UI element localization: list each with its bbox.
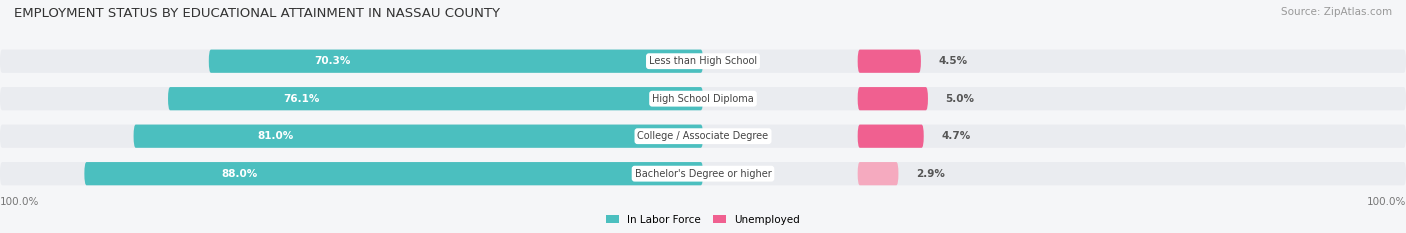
Text: 70.3%: 70.3% bbox=[314, 56, 350, 66]
Text: 81.0%: 81.0% bbox=[257, 131, 294, 141]
Text: EMPLOYMENT STATUS BY EDUCATIONAL ATTAINMENT IN NASSAU COUNTY: EMPLOYMENT STATUS BY EDUCATIONAL ATTAINM… bbox=[14, 7, 501, 20]
FancyBboxPatch shape bbox=[0, 87, 1406, 110]
Legend: In Labor Force, Unemployed: In Labor Force, Unemployed bbox=[602, 210, 804, 229]
FancyBboxPatch shape bbox=[84, 162, 703, 185]
Text: Less than High School: Less than High School bbox=[650, 56, 756, 66]
FancyBboxPatch shape bbox=[0, 125, 1406, 148]
FancyBboxPatch shape bbox=[0, 162, 1406, 185]
Text: College / Associate Degree: College / Associate Degree bbox=[637, 131, 769, 141]
Text: 4.5%: 4.5% bbox=[939, 56, 967, 66]
Text: 88.0%: 88.0% bbox=[221, 169, 257, 179]
Text: 4.7%: 4.7% bbox=[942, 131, 970, 141]
Text: High School Diploma: High School Diploma bbox=[652, 94, 754, 104]
Text: 100.0%: 100.0% bbox=[0, 197, 39, 207]
FancyBboxPatch shape bbox=[209, 50, 703, 73]
FancyBboxPatch shape bbox=[858, 50, 921, 73]
FancyBboxPatch shape bbox=[858, 87, 928, 110]
Text: Source: ZipAtlas.com: Source: ZipAtlas.com bbox=[1281, 7, 1392, 17]
FancyBboxPatch shape bbox=[858, 125, 924, 148]
Text: Bachelor's Degree or higher: Bachelor's Degree or higher bbox=[634, 169, 772, 179]
FancyBboxPatch shape bbox=[169, 87, 703, 110]
FancyBboxPatch shape bbox=[134, 125, 703, 148]
FancyBboxPatch shape bbox=[0, 50, 1406, 73]
Text: 76.1%: 76.1% bbox=[284, 94, 321, 104]
Text: 5.0%: 5.0% bbox=[946, 94, 974, 104]
FancyBboxPatch shape bbox=[858, 162, 898, 185]
Text: 2.9%: 2.9% bbox=[917, 169, 945, 179]
Text: 100.0%: 100.0% bbox=[1367, 197, 1406, 207]
